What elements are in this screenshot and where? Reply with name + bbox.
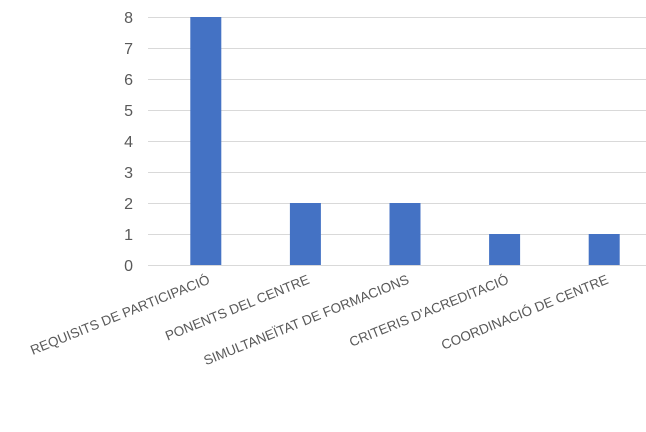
y-tick-label: 7 bbox=[124, 41, 133, 58]
y-tick-label: 6 bbox=[124, 72, 133, 89]
y-tick-label: 2 bbox=[124, 196, 133, 213]
y-tick-label: 3 bbox=[124, 165, 133, 182]
x-category-label: COORDINACIÓ DE CENTRE bbox=[439, 272, 610, 353]
bar bbox=[190, 17, 222, 265]
gridlines bbox=[148, 17, 646, 266]
x-category-label: REQUISITS DE PARTICIPACIÓ bbox=[28, 272, 212, 358]
x-category-label: CRITERIS D'ACREDITACIÓ bbox=[347, 272, 511, 350]
y-tick-label: 1 bbox=[124, 227, 133, 244]
y-tick-label: 4 bbox=[124, 134, 133, 151]
y-tick-label: 5 bbox=[124, 103, 133, 120]
bar bbox=[289, 203, 321, 265]
bars bbox=[190, 17, 620, 265]
bar bbox=[588, 234, 620, 265]
bar bbox=[389, 203, 421, 265]
bar bbox=[489, 234, 521, 265]
y-tick-label: 0 bbox=[124, 258, 133, 275]
y-tick-label: 8 bbox=[124, 10, 133, 27]
y-axis-ticks: 0 1 2 3 4 5 6 7 8 bbox=[124, 10, 133, 275]
